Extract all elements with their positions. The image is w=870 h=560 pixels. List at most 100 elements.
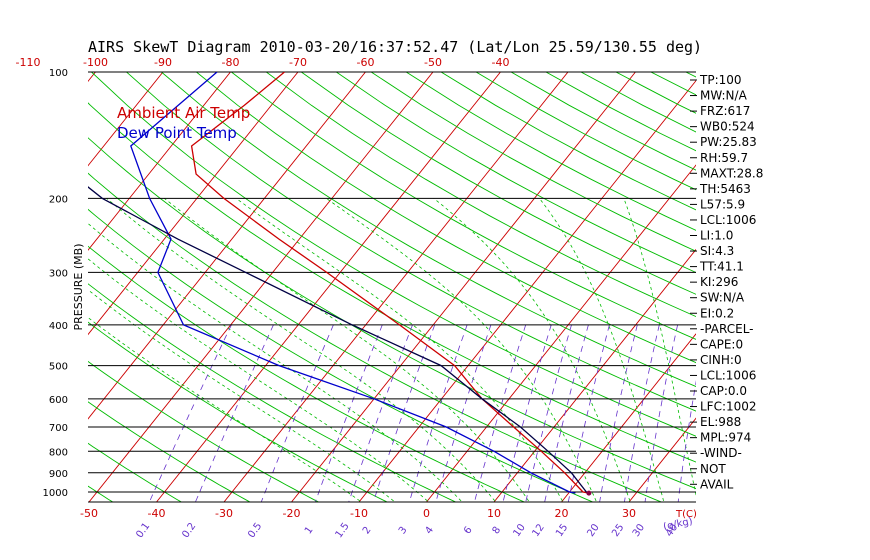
isotherm-line [88,72,299,336]
bottom-temp-tick-label: 30 [622,507,636,520]
mixing-ratio-line [525,324,572,502]
mixing-ratio-label: 1 [303,525,316,537]
index-text: RH:59.7 [700,151,748,165]
mixing-ratio-line [599,324,638,502]
isobar-lines [88,71,696,503]
index-text: CAPE:0 [700,337,743,351]
mixing-ratio-line [567,324,610,502]
isotherm-line [88,72,232,251]
dry-adiabat-line [88,442,183,502]
top-temp-tick-label: -50 [424,56,442,69]
top-temp-tick-label: -100 [83,56,108,69]
dry-adiabat-line [370,72,696,252]
index-text: PW:25.83 [700,135,757,149]
index-text: TH:5463 [699,182,751,196]
bottom-temp-tick-label: -50 [80,507,98,520]
mixing-ratio-label: 3 [397,525,410,537]
index-text: SW:N/A [700,291,745,305]
dry-adiabat-line [510,72,696,171]
dry-adiabat-line [88,401,251,502]
isotherm-line [0,0,35,509]
pressure-tick-label: 900 [49,469,68,480]
moist-adiabat-line [235,198,563,502]
index-text: NOT [700,462,726,476]
mixing-ratio-line [195,324,274,502]
top-temp-tick-label: -40 [492,56,510,69]
dry-adiabat-line [88,245,526,502]
index-text: LI:1.0 [700,229,733,243]
index-text: L57:5.9 [700,197,745,211]
pressure-tick-label: 100 [49,68,68,79]
parcel-line [88,186,590,494]
surface-parcel-marker [586,490,592,496]
dry-adiabat-line [300,72,696,295]
legend-dew-point-temp: Dew Point Temp [117,124,237,142]
mixing-ratio-label: 8 [491,525,504,537]
bottom-temp-tick-label: -30 [215,507,233,520]
mixing-ratio-label: 25 [610,522,626,539]
index-text: LCL:1006 [700,213,756,227]
index-text: -WIND- [700,446,742,460]
index-text: TP:100 [699,73,742,87]
mixing-ratio-label: 6 [462,525,475,537]
mixing-ratio-lines [148,324,696,502]
mixing-ratio-line [544,324,589,502]
top-temp-tick-label: -70 [289,56,307,69]
dry-adiabat-line [88,321,389,502]
pressure-tick-label: 400 [49,321,68,332]
moist-adiabat-line [326,198,597,502]
dry-adiabat-line [440,72,696,211]
index-text: FRZ:617 [700,104,750,118]
dew-point-temp-line [130,72,576,494]
dry-adiabat-line [88,102,696,463]
mixing-ratio-line [408,324,468,502]
isotherm-line [560,333,696,502]
mixing-ratio-label: 0.1 [134,521,152,540]
pressure-tick-label: 200 [49,194,68,205]
mixing-ratio-line [348,324,413,502]
moist-adiabat-line [433,198,631,502]
index-text: CAP:0.0 [700,384,747,398]
pressure-tick-label: 800 [49,447,68,458]
pressure-tick-label: 600 [49,395,68,406]
top-temp-tick-label: -60 [357,56,375,69]
mixing-ratio-label: 12 [530,522,546,539]
mixing-ratio-label: 2 [361,525,374,537]
index-text: MPL:974 [700,431,751,445]
dry-adiabat-line [160,72,696,388]
profile-series [88,72,592,496]
mixing-ratio-line [624,324,660,502]
bottom-temp-tick-label: -20 [283,507,301,520]
isotherm-line [290,72,637,502]
mixing-ratio-line [314,324,383,502]
bottom-temp-tick-label: 10 [487,507,501,520]
dry-adiabat-line [88,360,320,502]
top-temp-tick-label: -80 [222,56,240,69]
pressure-tick-label: 1000 [43,488,68,499]
dry-adiabat-line [90,72,696,437]
dry-adiabat-lines [88,72,696,502]
index-text: LCL:1006 [700,368,756,382]
dry-adiabat-line [265,72,696,318]
mixing-ratio-line [474,324,527,502]
index-text: WB0:524 [700,120,755,134]
dry-adiabat-line [475,72,696,191]
y-axis-label: PRESSURE (MB) [72,244,85,331]
index-text: TT:41.1 [699,260,744,274]
mixing-ratio-line [502,324,552,502]
mixing-ratio-line [677,380,696,502]
bottom-temp-tick-label: 20 [555,507,569,520]
mixing-ratio-label: 1.5 [334,521,352,540]
isotherm-line [358,79,696,502]
mixing-ratio-label: 0.5 [246,521,264,540]
pressure-tick-label: 500 [49,362,68,373]
dry-adiabat-line [335,72,696,274]
mixing-ratio-label: 10 [511,522,527,539]
bottom-temp-tick-label: 0 [423,507,430,520]
top-temp-tick-labels: -120-110-100-90-80-70-60-50-40 [16,56,510,69]
moist-adiabat-line [539,198,664,502]
moist-adiabat-lines [88,198,696,502]
dry-adiabat-line [195,72,696,364]
isotherm-line [758,0,870,509]
